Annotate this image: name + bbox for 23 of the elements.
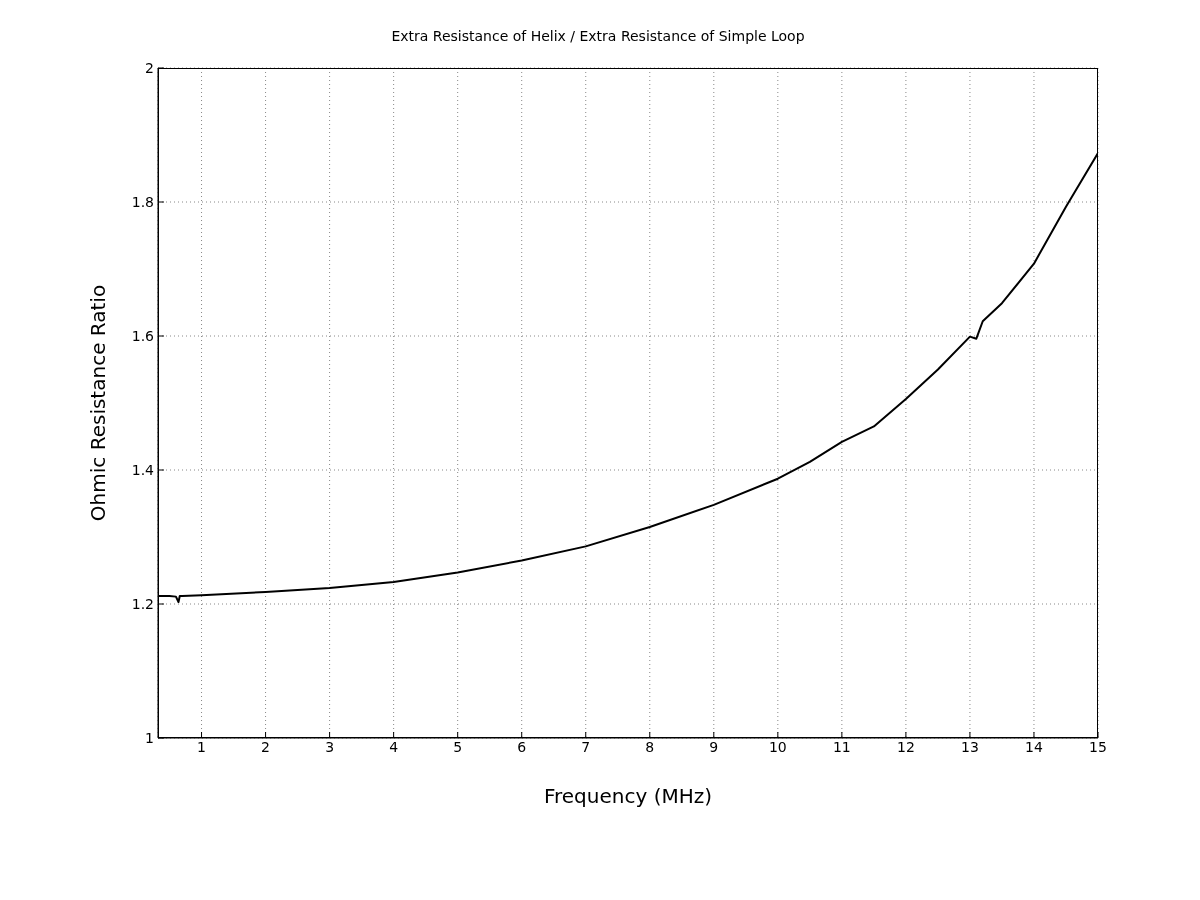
x-tick-label: 10 [768, 738, 787, 755]
x-tick-label: 5 [453, 738, 463, 755]
x-axis-title: Frequency (MHz) [543, 784, 713, 808]
x-tick-label: 2 [261, 738, 271, 755]
x-tick-label: 14 [1025, 738, 1043, 755]
x-tick-label: 12 [896, 738, 915, 755]
chart-title: Extra Resistance of Helix / Extra Resistance of Simple Loop [390, 28, 806, 44]
x-tick-label: 6 [517, 738, 527, 755]
x-tick-label: 7 [581, 738, 591, 755]
x-tick-label: 15 [1089, 738, 1107, 755]
x-tick-label: 3 [325, 738, 335, 755]
y-tick-label: 2 [145, 59, 154, 76]
x-tick-label: 1 [197, 738, 206, 755]
y-tick-label: 1.2 [131, 595, 154, 612]
x-tick-label: 8 [645, 738, 655, 755]
y-tick-label: 1.8 [131, 193, 154, 210]
y-axis-title: Ohmic Resistance Ratio [86, 284, 111, 522]
x-tick-label: 9 [709, 738, 719, 755]
x-tick-label: 13 [961, 738, 979, 755]
x-tick-label: 11 [832, 738, 851, 755]
y-tick-label: 1.4 [131, 461, 155, 478]
y-tick-label: 1.6 [131, 327, 155, 344]
x-tick-label: 4 [389, 738, 399, 755]
